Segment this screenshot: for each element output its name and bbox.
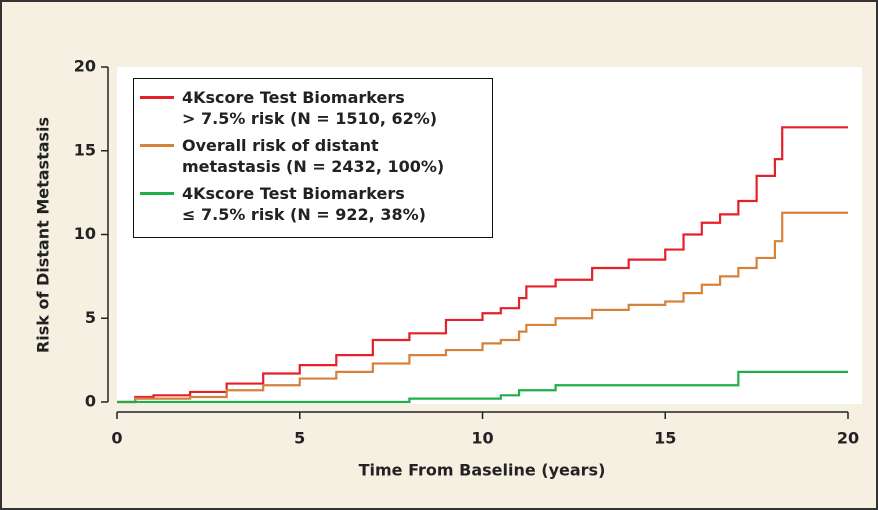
x-tick-label: 0 — [111, 429, 122, 448]
y-tick-label: 15 — [74, 140, 96, 159]
series-line — [117, 126, 848, 404]
x-axis-label: Time From Baseline (years) — [359, 461, 606, 480]
legend-entry: 4Kscore Test Biomarkers ≤ 7.5% risk (N =… — [138, 183, 488, 225]
legend: 4Kscore Test Biomarkers > 7.5% risk (N =… — [133, 78, 493, 238]
y-tick-label: 10 — [74, 224, 96, 243]
series-line — [117, 370, 848, 404]
x-tick-label: 15 — [654, 429, 676, 448]
x-tick-label: 10 — [471, 429, 493, 448]
y-axis-label: Risk of Distant Metastasis — [34, 117, 53, 353]
x-tick-label: 20 — [837, 429, 859, 448]
legend-swatch — [140, 96, 174, 99]
legend-label: Overall risk of distant metastasis (N = … — [182, 136, 445, 176]
y-tick-label: 0 — [85, 392, 96, 411]
legend-swatch — [140, 192, 174, 195]
series-line — [117, 211, 848, 404]
y-tick-label: 5 — [85, 308, 96, 327]
legend-label: 4Kscore Test Biomarkers ≤ 7.5% risk (N =… — [182, 184, 426, 224]
legend-entry: Overall risk of distant metastasis (N = … — [138, 135, 488, 177]
y-tick-label: 20 — [74, 57, 96, 76]
legend-label: 4Kscore Test Biomarkers > 7.5% risk (N =… — [182, 88, 438, 128]
x-tick-label: 5 — [294, 429, 305, 448]
legend-entry: 4Kscore Test Biomarkers > 7.5% risk (N =… — [138, 87, 488, 129]
legend-swatch — [140, 144, 174, 147]
